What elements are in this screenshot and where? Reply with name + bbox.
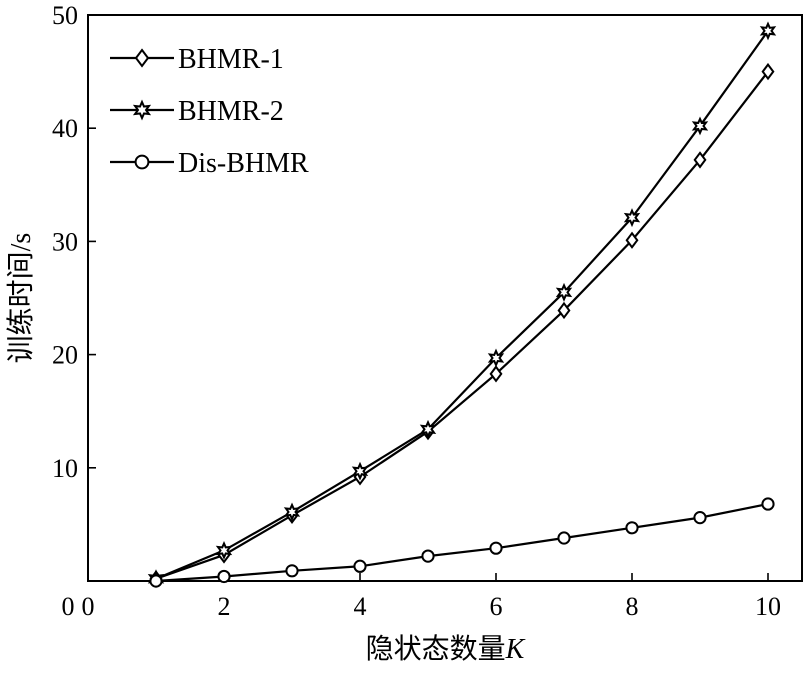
circle-marker xyxy=(285,564,299,578)
circle-marker xyxy=(217,569,231,584)
circle-marker xyxy=(353,559,367,573)
diamond-marker xyxy=(625,231,639,249)
y-tick-label: 20 xyxy=(52,341,78,370)
star-marker xyxy=(419,419,437,439)
legend-item: Dis-BHMR xyxy=(110,148,309,179)
star-marker xyxy=(283,502,301,522)
series-line xyxy=(155,502,769,583)
legend: BHMR-1 BHMR-2 Dis-BHMR xyxy=(110,44,309,179)
legend-label: BHMR-1 xyxy=(178,44,284,75)
star-marker xyxy=(555,282,573,302)
axis-ticks: 0 2 4 6 8 10 0 10 20 30 40 50 xyxy=(52,1,781,621)
diamond-marker xyxy=(134,48,150,68)
x-tick-label: 10 xyxy=(755,592,781,621)
diamond-marker xyxy=(693,151,707,169)
series-line xyxy=(155,30,769,580)
star-marker xyxy=(623,208,641,228)
circle-marker xyxy=(693,511,707,525)
circle-marker xyxy=(557,531,571,545)
circle-marker xyxy=(761,497,775,511)
y-tick-label: 30 xyxy=(52,227,78,256)
star-marker xyxy=(759,21,777,41)
diamond-marker xyxy=(489,365,503,383)
y-tick-label: 50 xyxy=(52,1,78,30)
diamond-marker xyxy=(557,301,571,320)
legend-label: Dis-BHMR xyxy=(178,148,309,179)
series-dis-bhmr xyxy=(149,497,775,588)
y-tick-label: 40 xyxy=(52,114,78,143)
series-bhmr-1 xyxy=(149,62,775,588)
x-tick-label: 8 xyxy=(626,592,639,621)
x-axis-label: 隐状态数量K xyxy=(366,633,526,665)
x-axis-label-variable: K xyxy=(505,634,526,665)
x-tick-label: 2 xyxy=(218,592,231,621)
legend-label: BHMR-2 xyxy=(178,96,284,127)
star-marker xyxy=(691,116,709,136)
circle-marker xyxy=(625,521,639,535)
plot-frame xyxy=(87,14,803,582)
series-layer xyxy=(147,21,777,589)
legend-item: BHMR-2 xyxy=(110,96,284,127)
circle-marker xyxy=(421,549,435,563)
circle-marker xyxy=(489,541,503,555)
circle-marker xyxy=(149,574,163,588)
x-tick-label: 0 xyxy=(82,592,95,621)
y-axis-label: 训练时间/s xyxy=(5,233,37,364)
star-marker xyxy=(487,348,505,368)
x-tick-label: 6 xyxy=(490,592,503,621)
y-tick-label: 10 xyxy=(52,454,78,483)
series-line xyxy=(155,70,769,580)
star-marker xyxy=(132,99,152,121)
x-tick-label: 4 xyxy=(354,592,367,621)
star-marker xyxy=(351,461,369,481)
star-marker xyxy=(215,540,233,560)
plot-border xyxy=(87,14,803,582)
circle-marker xyxy=(134,154,150,170)
diamond-marker xyxy=(761,62,775,81)
y-tick-label: 0 xyxy=(62,592,75,621)
legend-item: BHMR-1 xyxy=(110,44,284,75)
x-axis-label-text: 隐状态数量 xyxy=(366,633,506,665)
